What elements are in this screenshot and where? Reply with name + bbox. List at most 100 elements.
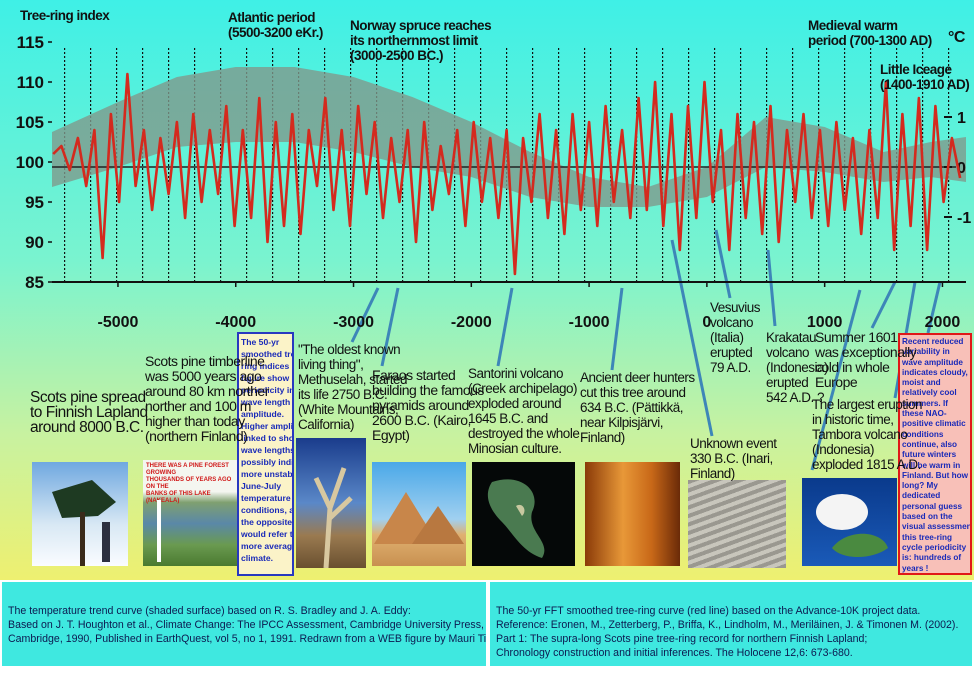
- y-tick-label: 95: [25, 193, 44, 212]
- x-tick-label: -4000: [215, 314, 256, 331]
- caption-line: erupted: [766, 375, 809, 390]
- caption-line: Tambora volcano: [812, 427, 908, 442]
- note-box: The 50-yr smoothed tree-ring indices in t…: [237, 332, 294, 576]
- footer-line: The 50-yr FFT smoothed tree-ring curve (…: [496, 605, 921, 617]
- caption: Scots pine timberline was 5000 years ago a…: [145, 354, 269, 444]
- note-line: is: hundreds of: [902, 553, 962, 563]
- y-axis-title: Tree-ring index: [20, 8, 110, 23]
- infographic: -1 0 1 85 90 95 100 105 110 115 -5000 -4000 -3000 -20…: [0, 0, 974, 580]
- x-tick-label: -3000: [333, 314, 374, 331]
- caption: "The oldest known living thing", Methusela…: [298, 342, 408, 432]
- x-tick-label: 0: [702, 314, 711, 331]
- note-line: moist and: [902, 378, 941, 388]
- caption-line: norther and 100 m: [145, 398, 251, 414]
- note-line: variability in: [902, 347, 950, 357]
- photo-caption-line: THERE WAS A PINE FOREST GROWING: [146, 463, 229, 476]
- footer-line: Part 1: The supra-long Scots pine tree-r…: [496, 633, 868, 645]
- caption-line: exploded around: [468, 396, 562, 411]
- temperature-band: [52, 67, 966, 207]
- note-line: climate.: [241, 553, 274, 563]
- y-tick-label: 105: [16, 113, 44, 132]
- caption-line: Scots pine timberline: [145, 353, 265, 369]
- caption-line: living thing",: [298, 357, 364, 372]
- photo-methuselah: [296, 438, 366, 568]
- x-tick-label: -5000: [97, 314, 138, 331]
- note-line: visual assessment: [902, 522, 972, 532]
- footer-line: The temperature trend curve (shaded surf…: [8, 605, 411, 617]
- y-tick-label: 85: [25, 273, 44, 292]
- caption-line: 634 B.C. (Pättikkä,: [580, 400, 684, 415]
- note-line: indicates cloudy,: [902, 367, 968, 377]
- note-line: more unstable: [241, 469, 294, 479]
- caption-line: Scots pine spread: [30, 389, 146, 406]
- caption-line: in historic time,: [812, 412, 894, 427]
- caption: Faraos started building the famous pyramid…: [372, 368, 484, 443]
- caption-line: Santorini volcano: [468, 366, 564, 381]
- x-tick-label: -1000: [569, 314, 610, 331]
- caption-line: Unknown event: [690, 436, 777, 451]
- note-line: cycle periodicity: [902, 542, 967, 552]
- annotation-line: Little Iceage: [880, 62, 952, 77]
- photo-santorini: [472, 462, 575, 566]
- note-line: linked to shorter: [241, 433, 294, 443]
- y2-tick-label: -1: [957, 210, 971, 227]
- caption-line: California): [298, 417, 355, 432]
- note-line: possibly indicate: [241, 457, 294, 467]
- note-line: dedicated: [902, 491, 941, 501]
- note-line: wave length and: [241, 397, 292, 407]
- footer-left: The temperature trend curve (shaded surf…: [0, 580, 488, 668]
- x-tick-label: 2000: [925, 314, 961, 331]
- note-line: conditions, and: [241, 505, 294, 515]
- note-line: relatively cool: [902, 388, 957, 398]
- caption-line: Ancient deer hunters: [580, 370, 695, 385]
- caption-line: Europe: [815, 374, 858, 390]
- caption-line: to Finnish Lapland: [30, 404, 148, 421]
- note-line: these NAO-: [902, 409, 947, 419]
- note-line: would refer to: [241, 529, 294, 539]
- note-line: positive climatic: [902, 419, 966, 429]
- caption-line: (White Mountains,: [298, 402, 399, 417]
- photo-wood: [585, 462, 680, 566]
- caption-line: Vesuvius: [710, 300, 761, 315]
- annotation-line: (5500-3200 eKr.): [228, 25, 323, 40]
- caption: Unknown event 330 B.C. (Inari, Finland): [690, 436, 777, 481]
- annotation: Little Iceage (1400-1910 AD): [880, 62, 970, 92]
- caption: Scots pine spread to Finnish Lapland aroun…: [30, 389, 148, 436]
- caption-line: building the famous: [372, 382, 484, 398]
- caption-line: its life 2750 B.C.: [298, 387, 388, 402]
- annotation: Medieval warm period (700-1300 AD): [808, 18, 932, 48]
- annotation-line: Atlantic period: [228, 10, 316, 25]
- caption-line: (Indonesia): [766, 360, 829, 375]
- footer-line: Cambridge, 1990, Published in EarthQuest…: [8, 633, 487, 645]
- photo-caption: THERE WAS A PINE FOREST GROWING THOUSAND…: [143, 460, 238, 508]
- note-line: Finland. But how: [902, 470, 968, 480]
- caption: The largest eruption in historic time, Tam…: [812, 397, 923, 472]
- note-line: temperature: [241, 493, 291, 503]
- caption-line: Finland): [580, 430, 625, 445]
- note-line: personal guess: [902, 501, 963, 511]
- annotation: Atlantic period (5500-3200 eKr.): [228, 10, 323, 40]
- caption-line: 79 A.D.: [710, 360, 751, 375]
- caption-line: Minosian culture.: [468, 441, 562, 456]
- caption-line: Faraos started: [372, 367, 456, 383]
- x-tick-label: -2000: [451, 314, 492, 331]
- annotation-line: period (700-1300 AD): [808, 33, 932, 48]
- note-line: figure show some: [241, 373, 292, 383]
- caption-line: "The oldest known: [298, 342, 401, 357]
- annotation-line: Norway spruce reaches: [350, 18, 492, 33]
- caption-line: erupted: [710, 345, 753, 360]
- annotation-line: (3000-2500 BC.): [350, 48, 444, 63]
- note-line: conditions: [902, 429, 944, 439]
- y-tick-label: 110: [17, 73, 44, 92]
- caption-line: 1645 B.C. and: [468, 411, 548, 426]
- annotation-line: (1400-1910 AD): [880, 77, 970, 92]
- caption-line: Summer 1601: [815, 329, 898, 345]
- caption-line: higher than today: [145, 413, 245, 429]
- caption-line: (Italia): [710, 330, 744, 345]
- annotation: Norway spruce reaches its northernmost li…: [350, 18, 492, 63]
- caption-line: exploded 1815 A.D.: [812, 457, 921, 472]
- note-line: long? My: [902, 481, 938, 491]
- photo-lake: THERE WAS A PINE FOREST GROWING THOUSAND…: [143, 460, 238, 566]
- caption-line: destroyed the whole: [468, 426, 580, 441]
